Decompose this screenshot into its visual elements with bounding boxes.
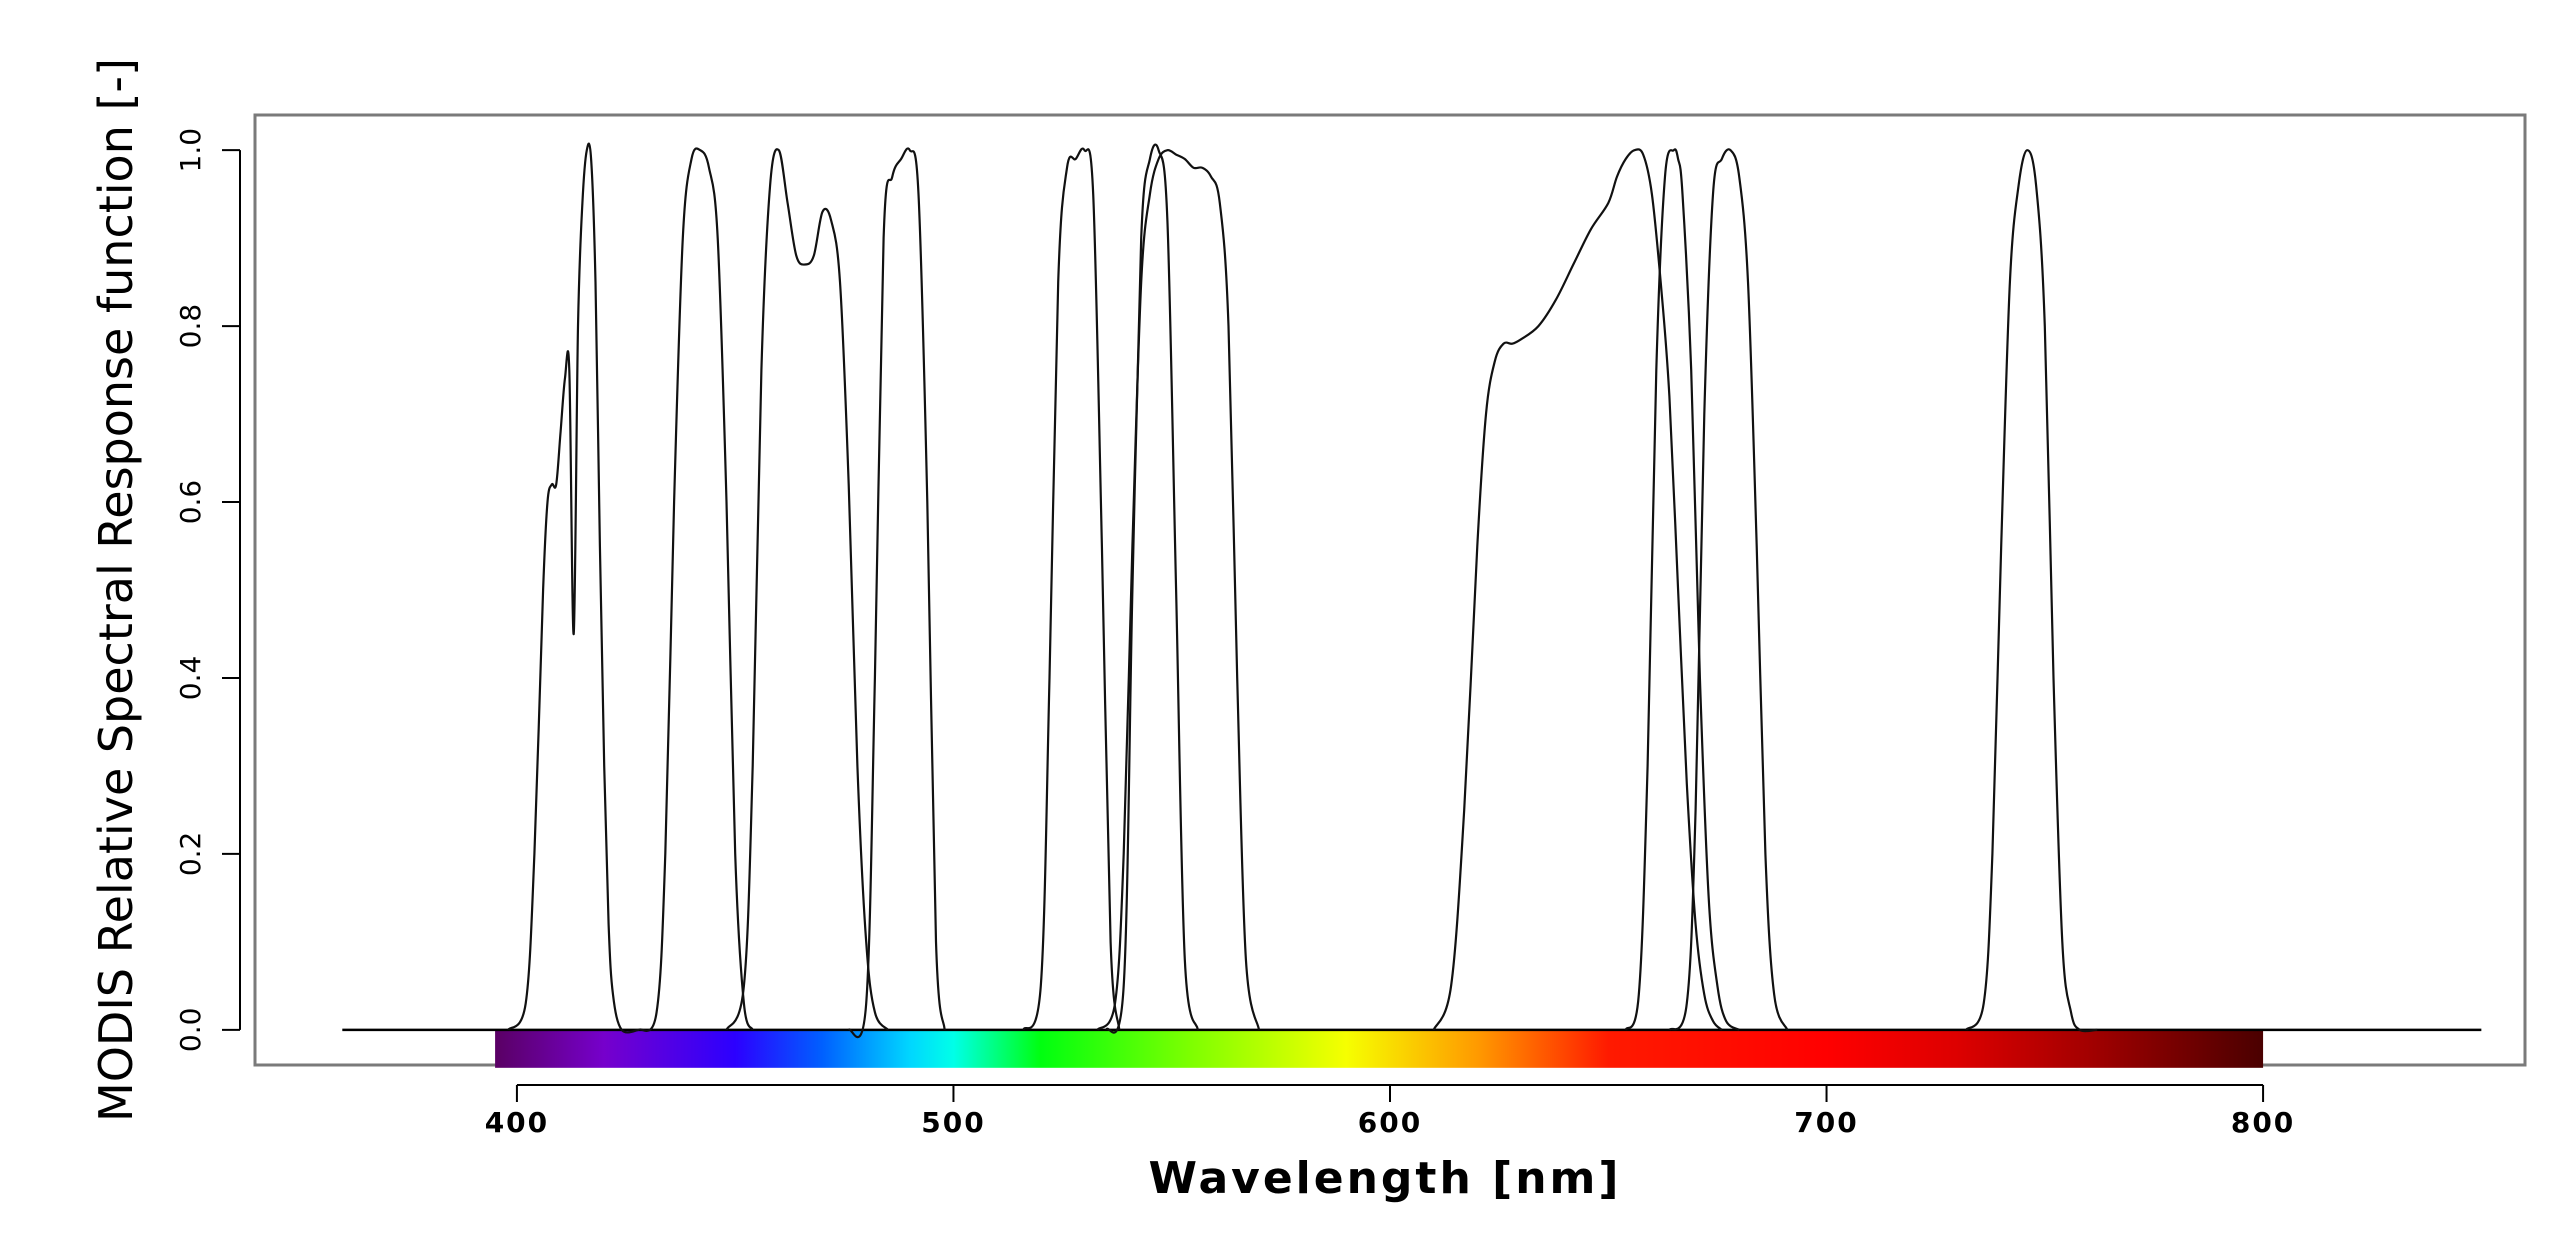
series-line-3 <box>725 148 889 1031</box>
y-tick-label: 0.6 <box>174 480 207 525</box>
series-line-7 <box>1096 149 1261 1031</box>
x-tick-label: 700 <box>1794 1106 1858 1139</box>
spectrum-color-bar <box>495 1029 2264 1068</box>
x-tick-label: 400 <box>485 1106 549 1139</box>
series-line-10 <box>1668 148 1789 1031</box>
series-line-1 <box>507 142 640 1034</box>
y-tick-label: 0.4 <box>174 656 207 701</box>
series-line-6 <box>1105 143 1199 1034</box>
series-line-8 <box>1432 148 1723 1031</box>
x-axis: 400 500 600 700 800 <box>485 1084 2295 1139</box>
series-line-9 <box>1624 148 1740 1031</box>
x-tick-label: 500 <box>921 1106 985 1139</box>
y-axis: 0.0 0.2 0.4 0.6 0.8 1.0 <box>174 128 241 1053</box>
x-tick-label: 600 <box>1358 1106 1422 1139</box>
series-line-4 <box>847 147 946 1039</box>
series-line-5 <box>1022 147 1121 1031</box>
y-tick-label: 1.0 <box>174 128 207 173</box>
y-tick-label: 0.2 <box>174 832 207 877</box>
y-tick-label: 0.0 <box>174 1008 207 1053</box>
series-line-11 <box>1965 149 2098 1033</box>
y-tick-label: 0.8 <box>174 304 207 349</box>
series-line-2 <box>638 147 754 1032</box>
series-layer <box>507 142 2098 1039</box>
x-tick-label: 800 <box>2231 1106 2295 1139</box>
x-axis-label: Wavelength [nm] <box>1149 1153 1622 1204</box>
y-axis-label: MODIS Relative Spectral Response functio… <box>89 58 143 1122</box>
